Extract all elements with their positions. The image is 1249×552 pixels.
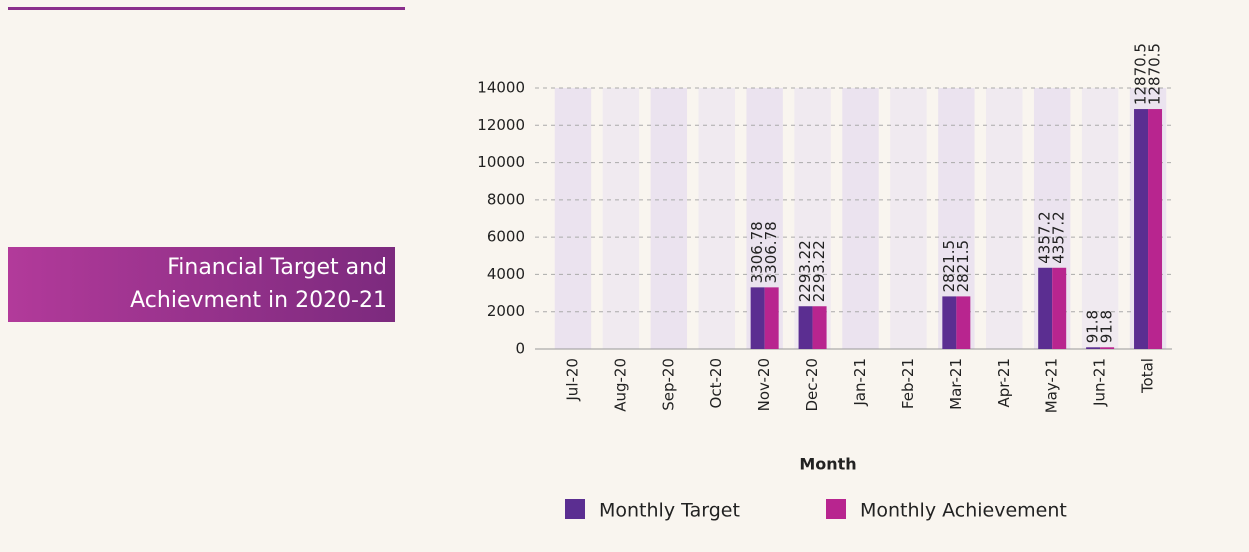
bar [942, 296, 957, 349]
bar [764, 287, 779, 349]
x-tick-label: May-21 [1043, 358, 1061, 413]
band-bg [890, 88, 927, 349]
x-axis-label: Month [799, 455, 856, 474]
band-bg [650, 88, 688, 349]
band-bg [842, 88, 879, 349]
y-tick-label: 4000 [487, 265, 525, 283]
top-rule [8, 7, 405, 10]
x-tick-label: Sep-20 [659, 358, 677, 411]
data-label: 91.8 [1098, 310, 1116, 343]
legend-label: Monthly Achievement [860, 500, 1067, 522]
title-box: Financial Target and Achievment in 2020-… [8, 247, 395, 322]
band-bg [1081, 88, 1119, 349]
band-bg [554, 88, 592, 349]
x-tick-label: Jun-21 [1091, 358, 1109, 407]
x-tick-label: Jan-21 [851, 358, 869, 407]
x-tick-label: Dec-20 [803, 358, 821, 412]
bar [1086, 347, 1101, 349]
x-tick-label: Feb-21 [899, 358, 917, 409]
bar [812, 306, 827, 349]
data-label: 2821.5 [940, 240, 958, 293]
data-label: 12870.5 [1146, 43, 1164, 105]
data-label: 3306.78 [762, 221, 780, 283]
band-bg [986, 88, 1023, 349]
x-tick-label: Aug-20 [611, 358, 629, 412]
x-tick-label: Nov-20 [755, 358, 773, 411]
y-tick-label: 14000 [477, 79, 525, 97]
y-tick-label: 10000 [477, 153, 525, 171]
data-label: 2293.22 [810, 240, 828, 302]
y-tick-label: 0 [515, 340, 525, 358]
y-tick-label: 2000 [487, 302, 525, 320]
legend-swatch [565, 499, 585, 519]
x-tick-label: Jul-20 [563, 358, 581, 402]
data-label: 2293.22 [796, 240, 814, 302]
bar [1100, 347, 1115, 349]
y-tick-label: 6000 [487, 228, 525, 246]
data-label: 3306.78 [748, 221, 766, 283]
title-line: Financial Target and [167, 255, 387, 280]
x-tick-label: Oct-20 [707, 358, 725, 408]
x-tick-label: Total [1139, 358, 1157, 394]
legend-label: Monthly Target [599, 500, 740, 522]
bar [1052, 267, 1067, 349]
x-tick-label: Mar-21 [947, 358, 965, 410]
bar [1134, 109, 1149, 350]
data-label: 4357.2 [1036, 211, 1054, 264]
band-bg [794, 88, 831, 349]
band-bg [698, 88, 735, 349]
x-tick-label: Apr-21 [995, 358, 1013, 408]
data-label: 4357.2 [1050, 211, 1068, 264]
title-line: Achievment in 2020-21 [130, 288, 387, 313]
y-tick-label: 12000 [477, 116, 525, 134]
data-label: 12870.5 [1132, 43, 1150, 105]
bar [1148, 109, 1163, 350]
bar [750, 287, 765, 349]
bar [798, 306, 813, 349]
legend-swatch [826, 499, 846, 519]
y-tick-label: 8000 [487, 190, 525, 208]
data-label: 91.8 [1084, 310, 1102, 343]
bar [1038, 267, 1053, 349]
bar [956, 296, 971, 349]
data-label: 2821.5 [954, 240, 972, 293]
band-bg [602, 88, 640, 349]
